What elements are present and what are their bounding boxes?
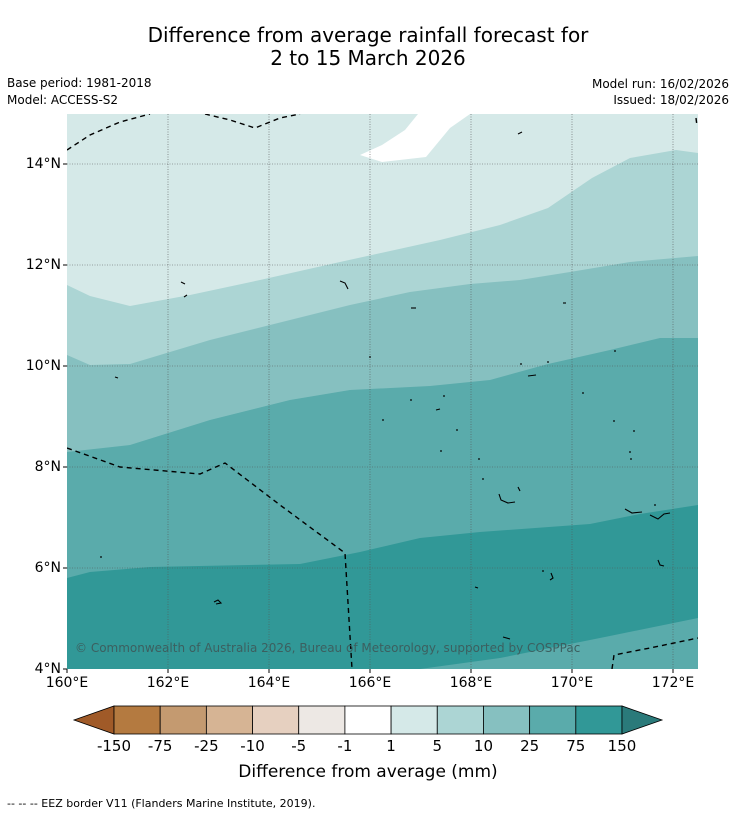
colorbar-label-2: -25 xyxy=(194,737,219,755)
lon-label-164e: 164°E xyxy=(247,675,291,691)
lon-label-168e: 168°E xyxy=(449,675,493,691)
lat-label-8n: 8°N xyxy=(34,459,61,475)
base-period: Base period: 1981-2018 xyxy=(7,76,152,90)
lat-label-6n: 6°N xyxy=(34,560,61,576)
colorbar-swatch-5 xyxy=(298,705,346,735)
colorbar-swatch-10 xyxy=(529,705,577,735)
lat-label-10n: 10°N xyxy=(25,358,61,374)
lon-label-160e: 160°E xyxy=(45,675,89,691)
islands xyxy=(114,131,671,640)
rainfall-map xyxy=(67,114,698,669)
colorbar-label-10: 75 xyxy=(566,737,586,755)
colorbar-label-11: 150 xyxy=(607,737,637,755)
graticule xyxy=(67,114,698,669)
colorbar xyxy=(72,705,664,735)
colorbar-extend-low xyxy=(72,705,115,735)
colorbar-swatch-6 xyxy=(344,705,392,735)
colorbar-label-5: -1 xyxy=(337,737,353,755)
colorbar-swatch-3 xyxy=(205,705,253,735)
colorbar-label-6: 1 xyxy=(386,737,396,755)
colorbar-swatch-9 xyxy=(483,705,531,735)
colorbar-label-8: 10 xyxy=(473,737,493,755)
island-dots xyxy=(100,350,656,572)
colorbar-label-1: -75 xyxy=(147,737,173,755)
colorbar-label-0: -150 xyxy=(96,737,132,755)
colorbar-extend-high xyxy=(621,705,664,735)
colorbar-swatch-1 xyxy=(113,705,161,735)
colorbar-label-7: 5 xyxy=(432,737,443,755)
band-near-zero xyxy=(360,114,470,162)
band-75-to-150 xyxy=(67,505,698,669)
colorbar-title: Difference from average (mm) xyxy=(238,762,498,782)
title-line-2: 2 to 15 March 2026 xyxy=(270,46,466,70)
eez-legend: -- -- -- EEZ border V11 (Flanders Marine… xyxy=(7,797,316,810)
lon-label-162e: 162°E xyxy=(146,675,190,691)
title-line-1: Difference from average rainfall forecas… xyxy=(147,23,589,47)
copyright-notice: © Commonwealth of Australia 2026, Bureau… xyxy=(75,641,581,655)
lat-label-14n: 14°N xyxy=(25,156,61,172)
colorbar-swatch-8 xyxy=(436,705,484,735)
lon-label-170e: 170°E xyxy=(550,675,594,691)
lat-label-12n: 12°N xyxy=(25,257,61,273)
colorbar-swatch-2 xyxy=(159,705,207,735)
band-lower-patch xyxy=(420,618,698,669)
colorbar-swatch-11 xyxy=(575,705,623,735)
issued-date: Issued: 18/02/2026 xyxy=(613,93,729,107)
model-name: Model: ACCESS-S2 xyxy=(7,93,119,107)
colorbar-swatch-4 xyxy=(252,705,300,735)
lon-label-172e: 172°E xyxy=(651,675,695,691)
axis-ticks xyxy=(63,163,674,673)
model-run: Model run: 16/02/2026 xyxy=(591,77,729,91)
colorbar-swatch-7 xyxy=(390,705,438,735)
lat-label-4n: 4°N xyxy=(34,661,61,677)
eez-border xyxy=(67,114,698,669)
colorbar-label-9: 25 xyxy=(520,737,540,755)
colorbar-label-3: -10 xyxy=(240,737,265,755)
lon-label-166e: 166°E xyxy=(348,675,392,691)
colorbar-label-4: -5 xyxy=(291,737,307,755)
